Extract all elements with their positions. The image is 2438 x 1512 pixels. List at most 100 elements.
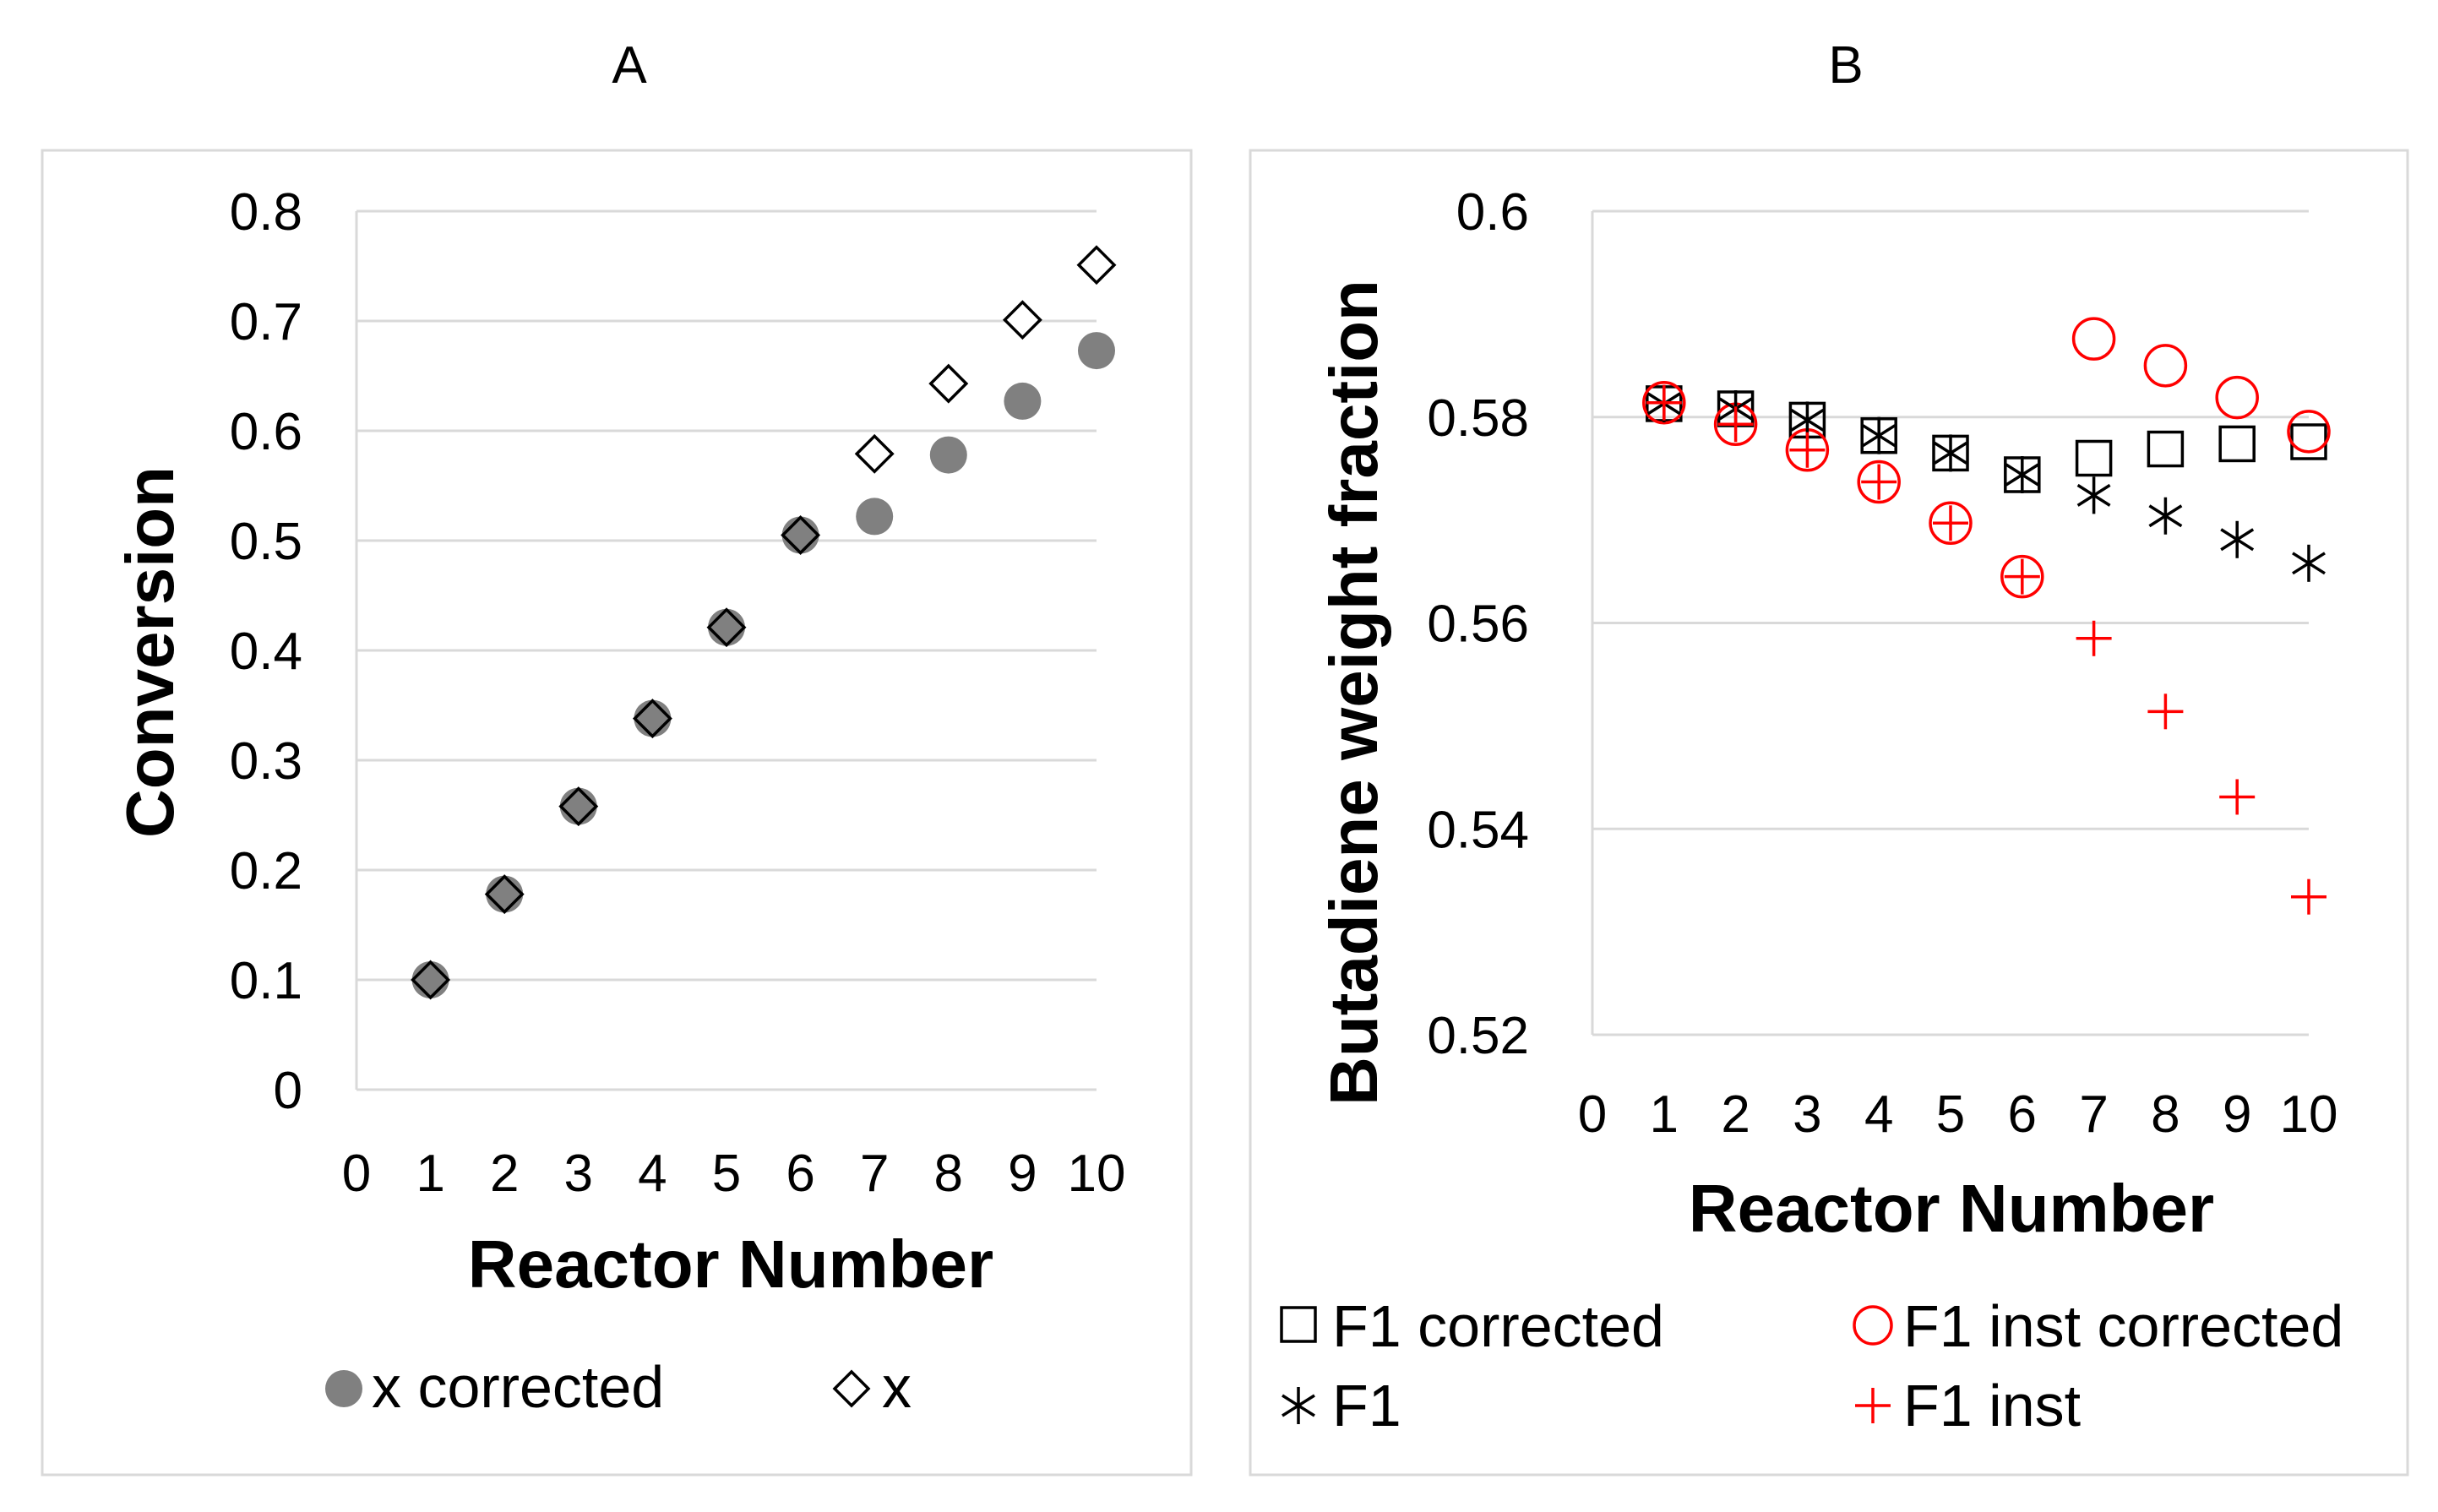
panel-a-y-tick-label: 0.8	[230, 183, 302, 242]
point-x-corrected	[1078, 332, 1115, 370]
panel-b-x-tick-label: 4	[1864, 1085, 1893, 1144]
panel-a-y-tick-label: 0.5	[230, 513, 302, 571]
panel-b-x-tick-label: 2	[1721, 1085, 1750, 1144]
point-f1	[2292, 544, 2326, 582]
panel-b-legend: F1 corrected F1 inst corrected F1 F1 ins…	[1280, 1293, 2343, 1439]
point-f1	[1934, 434, 1967, 472]
panel-a-x-tick-label: 9	[1008, 1145, 1037, 1203]
point-f1-inst-corrected	[2071, 317, 2116, 361]
panel-a-x-tick-label: 0	[342, 1145, 371, 1203]
point-f1-inst-corrected	[2000, 554, 2044, 599]
point-x	[928, 363, 969, 404]
point-f1-inst-corrected	[1857, 460, 1901, 504]
point-x-corrected	[634, 699, 672, 737]
legend-f1-corrected-label: F1 corrected	[1332, 1293, 1664, 1359]
point-x	[854, 433, 895, 474]
point-f1	[2148, 497, 2183, 535]
panel-a-frame	[41, 149, 1193, 1477]
point-x	[706, 607, 747, 648]
panel-a-x-tick-label: 3	[564, 1145, 593, 1203]
point-x-corrected	[1004, 382, 1042, 420]
point-f1	[1862, 416, 1897, 454]
point-f1-corrected	[2218, 425, 2256, 463]
panel-a-legend: x corrected x	[325, 1354, 912, 1420]
panel-b-y-tick-label: 0.58	[1427, 389, 1529, 448]
panel-b-y-tick-label: 0.52	[1427, 1007, 1529, 1065]
point-f1-inst	[2147, 693, 2184, 730]
legend-x-corrected-marker	[325, 1370, 362, 1407]
point-f1-corrected	[2290, 423, 2327, 460]
point-x-corrected	[559, 787, 597, 825]
point-f1-inst-corrected	[1929, 501, 1973, 546]
panel-b-x-tick-label: 7	[2079, 1085, 2108, 1144]
panel-a-x-tick-label: 10	[1068, 1145, 1126, 1203]
point-f1-inst	[2291, 878, 2326, 915]
point-x	[411, 960, 451, 1000]
point-x	[781, 515, 821, 555]
point-x-corrected	[781, 516, 819, 554]
point-f1	[2076, 476, 2111, 514]
panel-a-label: A	[612, 36, 647, 95]
panel-a-y-tick-label: 0	[274, 1062, 302, 1120]
panel-b-y-axis-title: Butadiene weight fraction	[1316, 280, 1391, 1106]
panel-a-y-axis-title: Conversion	[112, 466, 188, 838]
panel-a-x-tick-label: 5	[712, 1145, 741, 1203]
point-f1-corrected	[2075, 439, 2113, 477]
panel-b-x-tick-label: 1	[1650, 1085, 1679, 1144]
panel-b: B 0.52 0.54 0.56 0.58 0.6 0 1 2 3 4 5 6 7 8 9 10 Butad…	[1249, 36, 2409, 1477]
panel-b-x-tick-label: 3	[1793, 1085, 1821, 1144]
panel-a-y-tick-label: 0.3	[230, 732, 302, 791]
panel-a-x-tick-label: 1	[416, 1145, 444, 1203]
point-f1-inst-corrected	[2215, 375, 2259, 420]
legend-f1-inst-corrected-marker	[1853, 1305, 1893, 1346]
point-f1-inst-corrected	[2143, 344, 2188, 388]
point-f1-inst	[1789, 432, 1826, 468]
legend-f1-corrected-marker	[1280, 1306, 1317, 1343]
legend-f1-label: F1	[1332, 1373, 1401, 1439]
panel-b-y-tick-label: 0.56	[1427, 596, 1529, 654]
point-f1-inst-corrected	[2287, 410, 2331, 454]
point-f1-inst	[1717, 406, 1754, 443]
panel-b-x-axis-title: Reactor Number	[1689, 1171, 2214, 1246]
point-x-corrected	[486, 875, 524, 913]
panel-b-y-tick-label: 0.6	[1456, 183, 1529, 242]
point-x-corrected	[708, 608, 745, 646]
panel-a-y-tick-label: 0.7	[230, 293, 302, 351]
point-x-corrected	[411, 961, 449, 998]
legend-f1-inst-label: F1 inst	[1903, 1373, 2081, 1439]
point-f1-inst-corrected	[1642, 380, 1686, 425]
panel-b-y-tick-label: 0.54	[1427, 801, 1529, 859]
panel-a-x-tick-label: 6	[786, 1145, 814, 1203]
panel-a: A 00.10.20.30.40.50.60.70.8 0 1 2 3 4 5 6 7 8 9 10…	[41, 36, 1193, 1477]
panel-b-x-tick-label: 10	[2280, 1085, 2338, 1144]
panel-b-x-tick-label: 0	[1578, 1085, 1607, 1144]
legend-f1-marker	[1282, 1387, 1315, 1424]
point-x-corrected	[856, 498, 894, 536]
point-f1-inst	[2004, 558, 2040, 595]
panel-b-frame	[1249, 149, 2409, 1477]
legend-f1-inst-marker	[1855, 1388, 1891, 1423]
point-f1	[2220, 520, 2255, 558]
panel-a-x-tick-label: 8	[934, 1145, 963, 1203]
point-f1-corrected	[2147, 430, 2185, 468]
legend-x-corrected-label: x corrected	[372, 1354, 664, 1420]
point-x-corrected	[929, 436, 967, 474]
point-x	[558, 786, 599, 827]
panel-a-x-axis-title: Reactor Number	[468, 1226, 993, 1302]
panel-b-label: B	[1828, 36, 1863, 95]
panel-b-x-tick-label: 8	[2151, 1085, 2180, 1144]
point-f1-inst	[2219, 779, 2256, 815]
panel-a-x-tick-label: 4	[638, 1145, 667, 1203]
panel-b-x-tick-label: 9	[2223, 1085, 2251, 1144]
panel-a-y-tick-label: 0.1	[230, 952, 302, 1010]
point-f1-inst	[1646, 384, 1682, 421]
point-x	[1002, 300, 1042, 340]
panel-a-x-tick-label: 7	[860, 1145, 889, 1203]
point-f1-inst	[1933, 505, 1968, 541]
legend-x-marker	[832, 1369, 871, 1408]
point-f1-inst	[1861, 464, 1897, 500]
legend-x-label: x	[882, 1354, 912, 1420]
point-f1-inst	[2076, 620, 2112, 656]
panel-a-y-tick-label: 0.6	[230, 403, 302, 461]
